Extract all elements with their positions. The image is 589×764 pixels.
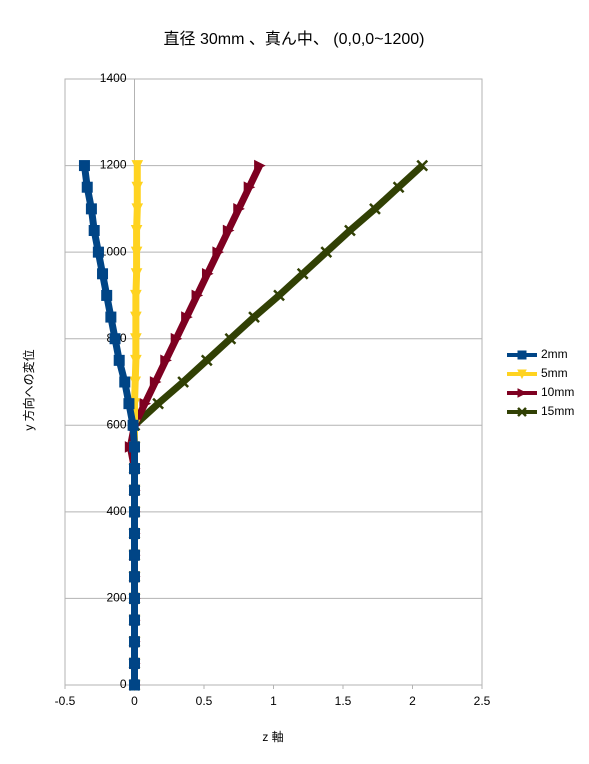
marker	[123, 398, 135, 410]
legend-label: 5mm	[541, 366, 568, 380]
marker	[92, 246, 104, 258]
y-tick-label: 0	[120, 677, 127, 691]
marker	[160, 354, 172, 367]
marker	[131, 181, 144, 194]
marker	[129, 506, 140, 518]
marker	[129, 441, 140, 453]
marker	[200, 354, 213, 367]
marker	[181, 311, 193, 323]
marker	[201, 267, 214, 280]
marker	[78, 160, 90, 172]
marker	[119, 376, 131, 388]
marker	[129, 463, 140, 475]
marker	[101, 289, 113, 301]
marker	[130, 225, 143, 237]
marker	[320, 246, 333, 259]
marker	[369, 202, 381, 215]
marker	[224, 332, 237, 345]
marker	[177, 376, 190, 388]
marker	[129, 679, 140, 691]
marker	[517, 388, 528, 398]
marker	[85, 203, 97, 215]
marker	[129, 592, 140, 604]
marker	[81, 181, 93, 193]
marker	[130, 289, 142, 302]
marker	[517, 350, 527, 360]
marker	[131, 160, 144, 172]
marker	[130, 333, 142, 345]
x-tick-label: 0	[131, 694, 138, 708]
marker	[129, 376, 142, 389]
chart-title: 直径 30mm 、真ん中、 (0,0,0~1200)	[164, 30, 425, 48]
marker	[416, 159, 429, 172]
x-tick-label: 2.5	[474, 694, 491, 708]
legend-label: 15mm	[541, 404, 574, 418]
marker	[105, 311, 117, 323]
marker	[129, 636, 140, 648]
x-tick-label: 2	[409, 694, 416, 708]
marker	[129, 657, 140, 669]
x-tick-label: -0.5	[55, 694, 76, 708]
marker	[344, 224, 356, 237]
x-tick-label: 0.5	[196, 694, 213, 708]
marker	[149, 376, 162, 388]
marker	[248, 311, 260, 323]
marker	[152, 397, 165, 410]
marker	[129, 484, 140, 496]
marker	[109, 333, 121, 345]
legend-label: 10mm	[541, 385, 574, 399]
marker	[517, 369, 527, 380]
marker	[97, 268, 109, 280]
marker	[170, 332, 183, 345]
marker	[129, 528, 140, 539]
marker	[233, 203, 245, 215]
marker	[222, 224, 235, 237]
y-tick-label: 1000	[100, 244, 127, 258]
y-tick-label: 1400	[100, 71, 127, 85]
marker	[254, 159, 266, 172]
marker	[139, 397, 152, 410]
marker	[127, 419, 139, 431]
marker	[129, 549, 140, 561]
marker	[130, 311, 142, 324]
series	[78, 160, 140, 691]
x-axis-label: z 軸	[262, 730, 283, 744]
x-tick-label: 1.5	[335, 694, 352, 708]
marker	[273, 289, 285, 302]
y-tick-label: 200	[106, 591, 126, 605]
marker	[130, 354, 142, 367]
y-tick-label: 1200	[100, 158, 127, 172]
marker	[212, 246, 225, 258]
marker	[88, 225, 100, 236]
y-axis-label: y 方向への変位	[21, 349, 36, 430]
x-tick-label: 1	[270, 694, 277, 708]
marker	[191, 289, 204, 302]
legend-label: 2mm	[541, 347, 568, 361]
marker	[129, 614, 140, 626]
y-tick-label: 400	[106, 504, 126, 518]
marker	[129, 571, 140, 583]
marker	[131, 203, 144, 215]
marker	[130, 246, 143, 259]
y-tick-label: 600	[106, 417, 126, 431]
marker	[392, 181, 405, 194]
marker	[296, 267, 309, 280]
marker	[113, 354, 125, 366]
marker	[517, 407, 527, 417]
marker	[243, 181, 256, 194]
marker	[130, 268, 143, 280]
